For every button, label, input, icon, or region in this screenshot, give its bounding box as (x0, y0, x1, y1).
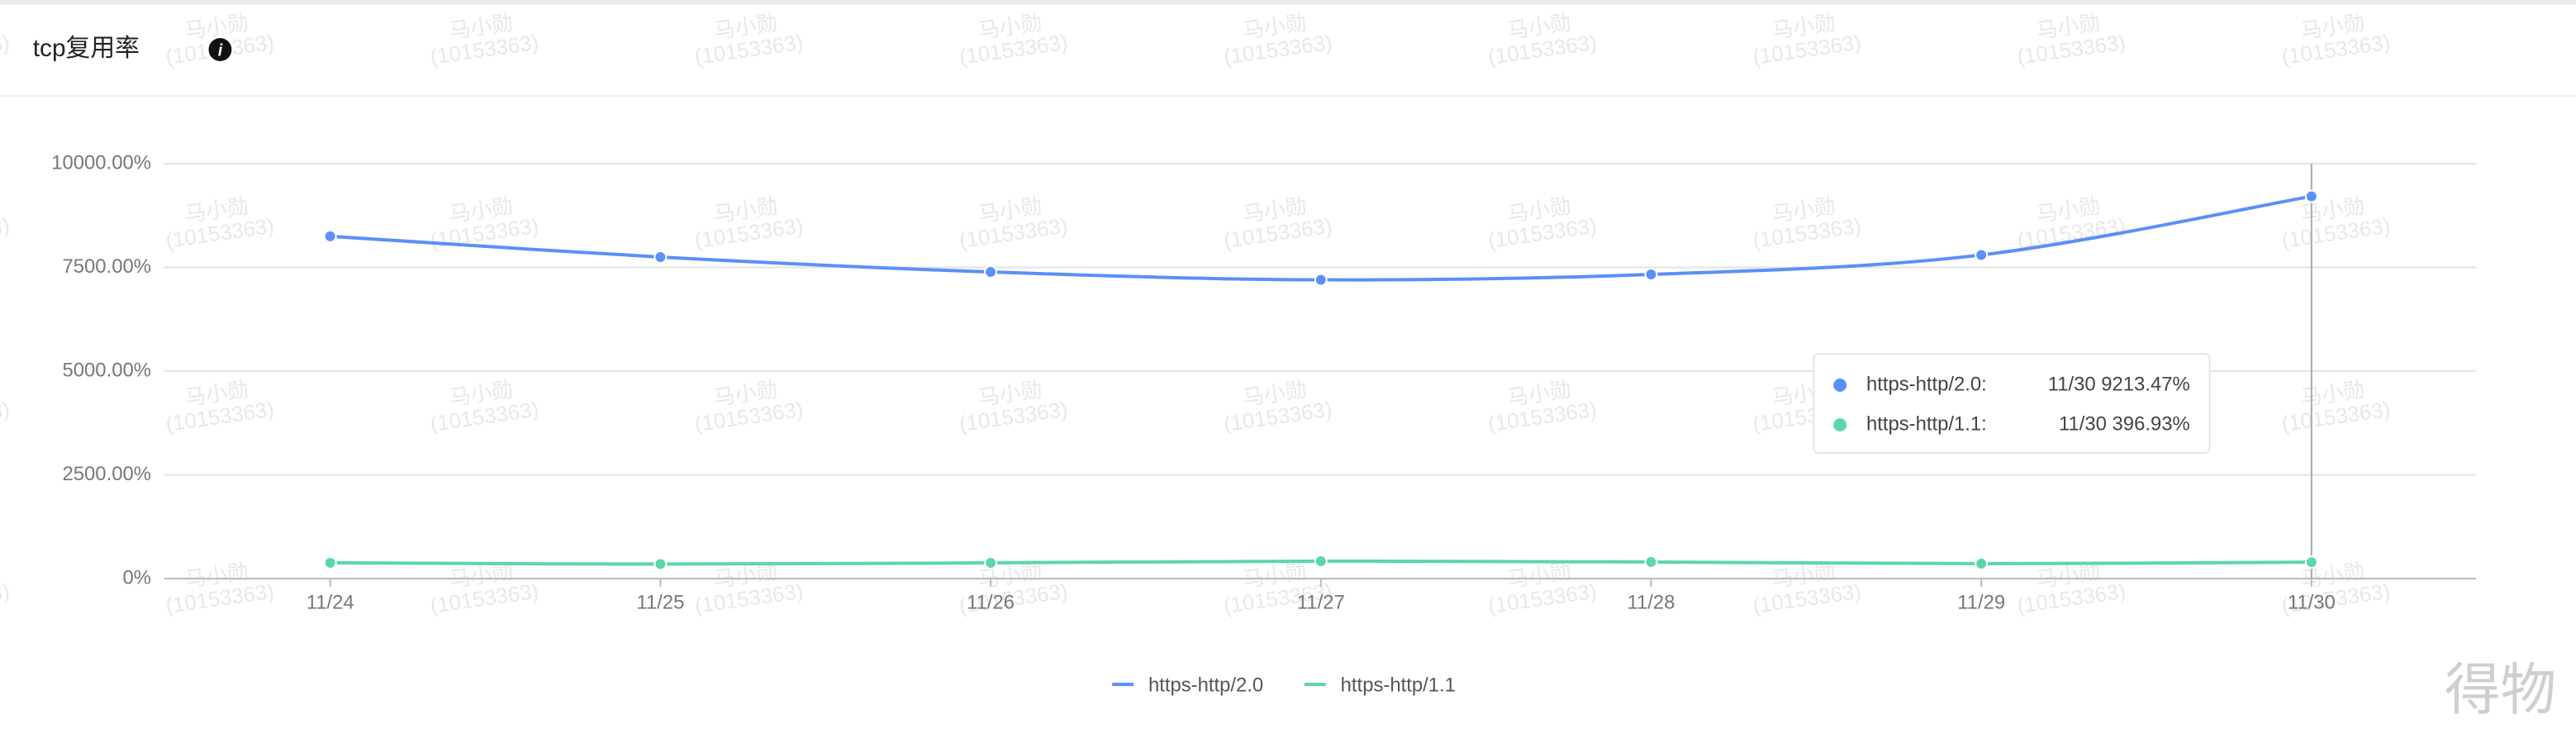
watermark: 马小勋(10153363) (958, 11, 1069, 69)
brand: 得物 (2445, 660, 2556, 722)
watermark: 马小勋(10153363) (1487, 11, 1599, 69)
info-icon[interactable] (208, 38, 232, 61)
legend-item[interactable]: https-http/1.1 (1304, 674, 1456, 696)
watermark: 马小勋(10153363) (2280, 378, 2392, 436)
chart-title: tcp复用率 (33, 35, 140, 62)
watermark: 马小勋(10153363) (1222, 11, 1333, 69)
point (2304, 555, 2318, 570)
watermark: 马小勋(10153363) (2016, 11, 2127, 69)
watermark-id: (10153363) (0, 215, 11, 253)
point (1314, 554, 1328, 568)
point (1975, 248, 1989, 262)
point (1644, 555, 1658, 569)
tooltip-name: https-http/2.0: (1866, 373, 1987, 395)
x-tick-label: 11/28 (1627, 591, 1675, 613)
watermark: 马小勋(10153363) (164, 194, 276, 253)
tooltip-box (1813, 353, 2211, 454)
y-tick-label: 5000.00% (63, 359, 151, 381)
y-tick-label: 2500.00% (63, 463, 151, 485)
watermark: 马小勋(10153363) (164, 378, 276, 436)
y-tick-label: 7500.00% (63, 255, 151, 278)
x-tick-label: 11/24 (307, 591, 354, 613)
watermark: 马小勋(10153363) (693, 194, 805, 253)
info-icon-glyph: i (218, 41, 223, 60)
x-tick-label: 11/27 (1297, 591, 1345, 613)
point (1644, 268, 1658, 282)
x-tick-label: 11/29 (1957, 591, 2005, 613)
x-tick-label: 11/25 (636, 591, 684, 613)
watermark: 马小勋(10153363) (0, 398, 11, 436)
y-tick-label: 0% (122, 566, 150, 589)
point (1314, 273, 1328, 287)
watermark: 马小勋(10153363) (0, 31, 11, 69)
point (2304, 189, 2318, 203)
top-band (0, 0, 2576, 5)
tooltip-dot (1833, 379, 1847, 392)
tooltip-name: https-http/1.1: (1866, 412, 1987, 435)
point (323, 229, 337, 243)
x-tick-label: 11/26 (967, 591, 1015, 613)
watermark-id: (10153363) (0, 398, 11, 436)
watermark: 马小勋(10153363) (958, 378, 1069, 436)
legend-label: https-http/1.1 (1341, 674, 1456, 696)
watermark: 马小勋(10153363) (2280, 11, 2392, 69)
plot: 0% 2500.00% 5000.00% 7500.00% 10000.00% 11/24… (51, 151, 2476, 696)
tooltip-value: 11/30 396.93% (2059, 412, 2190, 435)
watermark: 马小勋(10153363) (1222, 378, 1333, 436)
watermark: 马小勋(10153363) (1751, 194, 1863, 253)
watermark: 马小勋(10153363) (693, 11, 805, 69)
watermark: 马小勋(10153363) (1487, 194, 1599, 253)
watermark: 马小勋(10153363) (1222, 194, 1333, 253)
watermarks: 马小勋(10153363) 马小勋(10153363) 马小勋(10153363) 马… (0, 11, 2392, 618)
point (984, 555, 998, 570)
watermark: 马小勋(10153363) (429, 11, 540, 69)
watermark: 马小勋(10153363) (1487, 378, 1599, 436)
point (323, 555, 337, 570)
legend-label: https-http/2.0 (1148, 674, 1263, 696)
point (984, 265, 998, 279)
point (1975, 556, 1989, 570)
watermark: 马小勋(10153363) (1487, 560, 1599, 618)
watermark: 马小勋(10153363) (1751, 560, 1863, 618)
point (654, 250, 668, 264)
tooltip: https-http/2.0: 11/30 9213.47% https-http/… (1813, 353, 2211, 454)
tooltip-dot (1833, 418, 1847, 431)
watermark: 马小勋(10153363) (429, 378, 540, 436)
x-tick-label: 11/30 (2288, 591, 2336, 613)
legend-item[interactable]: https-http/2.0 (1112, 674, 1263, 696)
watermark: 马小勋(10153363) (164, 560, 276, 618)
watermark: 马小勋(10153363) (429, 560, 540, 618)
watermark: 马小勋(10153363) (693, 378, 805, 436)
watermark-id: (10153363) (0, 31, 11, 69)
watermark-id: (10153363) (0, 580, 11, 618)
watermark: 马小勋(10153363) (0, 580, 11, 618)
watermark: 马小勋(10153363) (958, 194, 1069, 253)
watermark: 马小勋(10153363) (0, 215, 11, 253)
watermark: 马小勋(10153363) (1751, 11, 1863, 69)
watermark: 马小勋(10153363) (2016, 560, 2127, 618)
tooltip-value: 11/30 9213.47% (2048, 373, 2190, 395)
point (654, 557, 668, 571)
y-tick-label: 10000.00% (51, 151, 151, 174)
